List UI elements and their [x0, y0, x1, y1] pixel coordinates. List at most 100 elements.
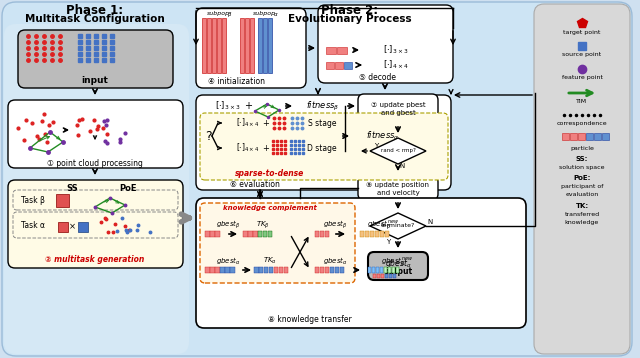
Bar — [58, 222, 68, 232]
Text: target point: target point — [563, 29, 601, 34]
Bar — [205, 267, 209, 273]
Text: subpop: subpop — [207, 10, 230, 15]
Text: feature point: feature point — [561, 74, 602, 79]
Bar — [380, 267, 383, 273]
Bar — [263, 18, 267, 73]
Bar — [393, 274, 397, 278]
Bar — [388, 267, 392, 273]
Bar — [330, 267, 335, 273]
Bar — [240, 18, 244, 73]
Bar — [578, 133, 585, 140]
Bar — [279, 267, 284, 273]
Text: Task α: Task α — [21, 221, 45, 229]
Bar — [562, 133, 569, 140]
Text: and velocity: and velocity — [376, 190, 419, 196]
Text: SS:: SS: — [576, 156, 588, 162]
Text: +: + — [262, 118, 269, 127]
Bar — [385, 231, 390, 237]
Text: $gbest_\beta$: $gbest_\beta$ — [216, 219, 240, 231]
FancyBboxPatch shape — [8, 180, 183, 268]
Text: ⑤ decode: ⑤ decode — [360, 73, 397, 82]
Text: ⑦ update pbest: ⑦ update pbest — [371, 102, 426, 108]
Polygon shape — [370, 213, 426, 239]
Bar — [365, 231, 369, 237]
Bar — [205, 231, 209, 237]
FancyBboxPatch shape — [18, 30, 173, 88]
Bar — [225, 267, 230, 273]
FancyBboxPatch shape — [318, 5, 453, 83]
FancyBboxPatch shape — [358, 94, 438, 124]
Text: $TK_\beta$: $TK_\beta$ — [256, 219, 270, 231]
Bar — [340, 267, 344, 273]
Bar — [215, 231, 220, 237]
Bar — [381, 274, 385, 278]
FancyBboxPatch shape — [13, 190, 178, 210]
Bar — [253, 231, 257, 237]
Polygon shape — [370, 138, 426, 164]
Text: participant of: participant of — [561, 184, 603, 189]
Text: $[\cdot]_{4\times4}$: $[\cdot]_{4\times4}$ — [236, 117, 260, 129]
Bar — [385, 274, 388, 278]
Text: $gbest_\alpha$: $gbest_\alpha$ — [385, 256, 412, 270]
Bar — [602, 133, 609, 140]
Text: ② multitask generation: ② multitask generation — [45, 256, 145, 265]
Text: subpop: subpop — [252, 10, 276, 15]
Bar — [335, 62, 343, 69]
Text: $gbest_\alpha$: $gbest_\alpha$ — [216, 255, 241, 267]
Text: S stage: S stage — [308, 118, 336, 127]
FancyBboxPatch shape — [200, 203, 355, 283]
FancyBboxPatch shape — [534, 4, 630, 354]
Bar — [377, 274, 381, 278]
Bar — [268, 231, 273, 237]
Bar — [375, 231, 380, 237]
Bar — [372, 267, 376, 273]
Bar — [594, 133, 601, 140]
Text: TIM: TIM — [577, 98, 588, 103]
Bar — [78, 222, 88, 232]
Bar — [326, 47, 336, 54]
Text: ④ initialization: ④ initialization — [207, 77, 264, 86]
FancyBboxPatch shape — [196, 198, 526, 328]
Text: N: N — [428, 219, 433, 225]
Bar — [337, 47, 347, 54]
Text: terminate?: terminate? — [381, 223, 415, 227]
Bar — [207, 18, 211, 73]
Bar — [325, 267, 330, 273]
Bar — [570, 133, 577, 140]
Text: ⑨ update position: ⑨ update position — [367, 182, 429, 188]
Text: Task β: Task β — [21, 195, 45, 204]
Bar — [243, 231, 248, 237]
Bar — [245, 18, 249, 73]
Bar — [368, 267, 371, 273]
Text: ×: × — [68, 223, 76, 232]
Text: +: + — [244, 101, 252, 111]
Text: $gbest_\alpha$: $gbest_\alpha$ — [323, 255, 348, 267]
Bar — [210, 267, 214, 273]
Text: $[\cdot]_{3\times3}$: $[\cdot]_{3\times3}$ — [383, 44, 409, 56]
Bar — [222, 18, 226, 73]
Text: D stage: D stage — [307, 144, 337, 153]
Bar — [315, 231, 319, 237]
Bar — [320, 267, 324, 273]
Bar — [392, 267, 396, 273]
FancyBboxPatch shape — [368, 252, 428, 280]
Text: ⑧ knowledge transfer: ⑧ knowledge transfer — [268, 315, 352, 324]
Bar — [274, 267, 278, 273]
Text: $gbest_\beta$: $gbest_\beta$ — [323, 219, 348, 231]
Bar — [326, 62, 334, 69]
FancyBboxPatch shape — [13, 212, 178, 238]
Text: rand < rmp?: rand < rmp? — [381, 147, 415, 153]
Text: ① point cloud processing: ① point cloud processing — [47, 159, 143, 168]
FancyBboxPatch shape — [358, 176, 438, 200]
Text: knowledge complement: knowledge complement — [223, 205, 317, 211]
Text: SS: SS — [66, 184, 78, 193]
Bar — [376, 267, 380, 273]
Bar — [370, 231, 374, 237]
Bar — [258, 231, 262, 237]
Text: evaluation: evaluation — [565, 192, 598, 197]
Bar — [220, 267, 225, 273]
Text: PoE:: PoE: — [573, 175, 591, 181]
Text: PoE: PoE — [119, 184, 137, 193]
FancyBboxPatch shape — [196, 95, 451, 190]
Bar — [230, 267, 234, 273]
